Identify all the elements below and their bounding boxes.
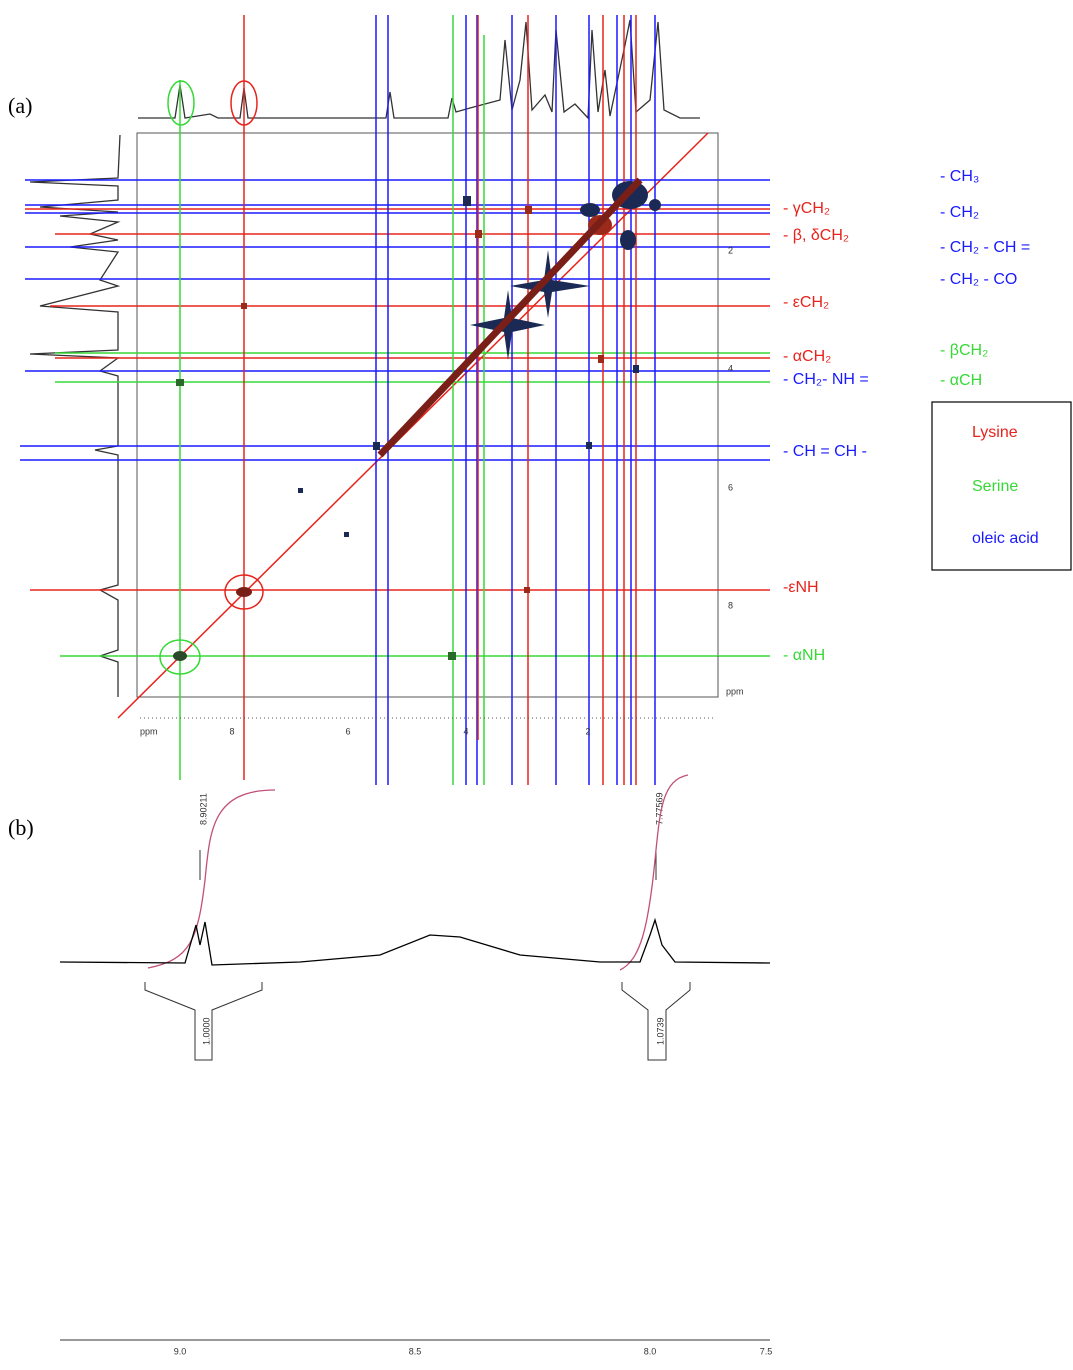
tick-label: 2 (728, 245, 733, 255)
label: - CH = CH - (783, 443, 867, 460)
peak (236, 587, 252, 597)
peak (173, 651, 187, 661)
peak-label: 7.77569 (654, 792, 664, 825)
axis-unit: ppm (140, 726, 158, 736)
peak (580, 203, 600, 217)
label: - αCH₂ (783, 348, 831, 365)
tick-label: 8.0 (644, 1346, 657, 1356)
highlight (224, 574, 264, 610)
peak (298, 488, 303, 493)
tick-label: 4 (728, 363, 733, 373)
peak (586, 442, 592, 449)
tick-label: 9.0 (174, 1346, 187, 1356)
label: - αNH (783, 647, 825, 664)
legend (931, 401, 1072, 571)
peak (344, 532, 349, 537)
left-spectrum (29, 134, 121, 697)
tick-label: 4 (463, 726, 468, 736)
peak (176, 379, 184, 386)
peak (620, 230, 636, 250)
label: -εNH (783, 579, 819, 596)
integral (147, 789, 276, 969)
diagonal-peaks (377, 177, 643, 458)
highlight (167, 80, 195, 126)
peak (373, 442, 380, 450)
integral-bracket (144, 982, 263, 1061)
tick-label: 8 (728, 600, 733, 610)
peak (633, 365, 639, 373)
plot-frame (136, 132, 719, 698)
group-label: - CH₃ (940, 168, 979, 185)
peak (598, 355, 604, 363)
integral-label: 1.0739 (655, 1017, 665, 1045)
label: - CH₂- NH = (783, 371, 869, 388)
integral-label: 1.0000 (201, 1017, 211, 1045)
tick-label: 2 (585, 726, 590, 736)
tick-label: 8.5 (409, 1346, 422, 1356)
vertical-lines (179, 15, 656, 785)
tick-label: 7.5 (760, 1346, 773, 1356)
peak (463, 196, 471, 206)
group-label: - CH₂ (940, 204, 979, 221)
peak (448, 652, 456, 660)
integral (619, 774, 689, 971)
horizontal-lines (20, 179, 770, 657)
label: - γCH₂ (783, 200, 830, 217)
spectrum (59, 917, 771, 966)
tick-label: 6 (345, 726, 350, 736)
group-label: - βCH₂ (940, 342, 988, 359)
group-label: - αCH (940, 372, 982, 389)
peak (241, 303, 247, 309)
peak (475, 230, 482, 238)
peak (525, 206, 532, 214)
tick-label: 6 (728, 482, 733, 492)
top-spectrum (138, 19, 700, 120)
label: - β, δCH₂ (783, 227, 849, 244)
legend-entry: Lysine (972, 424, 1018, 441)
highlight (159, 639, 201, 675)
panel-label: (b) (8, 815, 34, 840)
peak (649, 199, 661, 211)
peak (524, 587, 530, 593)
highlight (230, 80, 258, 126)
group-label: - CH₂ - CO (940, 271, 1017, 288)
label: - εCH₂ (783, 294, 829, 311)
tick-label: 8 (229, 726, 234, 736)
axis-unit: ppm (726, 686, 744, 696)
integral-bracket (621, 982, 691, 1061)
panel-label: (a) (8, 93, 32, 118)
cross-peaks (173, 177, 661, 661)
legend-entry: Serine (972, 478, 1018, 495)
peak (510, 250, 590, 318)
group-label: - CH₂ - CH = (940, 239, 1030, 256)
peak-label: 8.90211 (198, 793, 208, 825)
legend-entry: oleic acid (972, 530, 1039, 547)
